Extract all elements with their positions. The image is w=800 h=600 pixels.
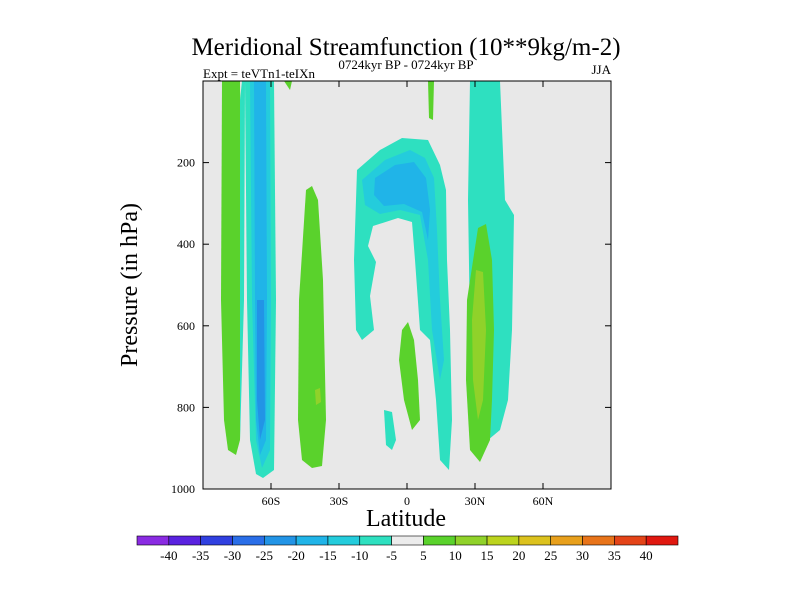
subtitle-right: JJA <box>591 62 611 77</box>
y-axis-label: Pressure (in hPa) <box>117 203 143 367</box>
colorbar-swatch-1 <box>168 535 201 546</box>
contour-darkblue-60S <box>257 300 265 440</box>
contour-green-top <box>284 81 292 90</box>
colorbar-label-1: -35 <box>192 548 209 563</box>
colorbar-swatch-0 <box>136 535 170 546</box>
colorbar-label-12: 25 <box>544 548 557 563</box>
colorbar-label-14: 35 <box>608 548 621 563</box>
x-tick-label-4: 60N <box>533 494 554 508</box>
contour-lightgreen-40S <box>315 388 321 405</box>
colorbar-swatch-4 <box>263 535 297 546</box>
colorbar-label-8: 5 <box>420 548 427 563</box>
colorbar-label-9: 10 <box>449 548 462 563</box>
y-tick-label-3: 800 <box>177 400 195 414</box>
colorbar-swatch-7 <box>359 535 392 546</box>
colorbar-swatch-12 <box>518 535 552 546</box>
x-tick-label-3: 30N <box>465 494 486 508</box>
colorbar-label-0: -40 <box>160 548 177 563</box>
colorbar-swatch-8 <box>391 535 424 546</box>
colorbar-label-15: 40 <box>640 548 653 563</box>
x-tick-label-0: 60S <box>262 494 281 508</box>
chart-title: Meridional Streamfunction (10**9kg/m-2) <box>191 34 620 61</box>
colorbar-label-7: -5 <box>386 548 397 563</box>
colorbar-swatch-16 <box>645 535 679 546</box>
colorbar-label-10: 15 <box>481 548 494 563</box>
y-tick-label-4: 1000 <box>171 482 195 496</box>
colorbar-label-4: -20 <box>287 548 304 563</box>
plot-area <box>202 80 612 490</box>
y-tick-label-0: 200 <box>177 156 195 170</box>
colorbar-swatch-9 <box>423 535 456 546</box>
contour-cyan-lowlevel <box>384 410 396 450</box>
colorbar-label-2: -30 <box>224 548 241 563</box>
colorbar-swatch-15 <box>614 535 647 546</box>
colorbar-label-13: 30 <box>576 548 589 563</box>
colorbar-swatch-13 <box>550 535 583 546</box>
colorbar-label-11: 20 <box>512 548 525 563</box>
x-tick-label-1: 30S <box>330 494 349 508</box>
y-tick-label-2: 600 <box>177 319 195 333</box>
colorbar-swatch-2 <box>200 535 233 546</box>
contour-green-10N-top <box>428 81 434 120</box>
colorbar-label-3: -25 <box>256 548 273 563</box>
x-axis-label: Latitude <box>366 506 446 532</box>
colorbar-swatch-6 <box>327 535 361 546</box>
contour-blue-equator <box>374 162 430 240</box>
subtitle-left: Expt = teVTn1-teIXn <box>203 66 316 81</box>
colorbar: -40 -35 -30 -25 -20 -15 -10 -5 5 10 15 20 25 30 35 40 <box>136 535 679 563</box>
colorbar-swatch-10 <box>454 535 488 546</box>
contour-lightgreen-30N <box>472 270 486 420</box>
colorbar-swatch-11 <box>486 535 520 546</box>
y-tick-label-1: 400 <box>177 237 195 251</box>
contour-green-80S <box>221 81 242 455</box>
axis-ticks: 60S 30S 0 30N 60N 200 400 600 800 1000 <box>171 81 611 508</box>
subtitle-center: 0724kyr BP - 0724kyr BP <box>338 57 473 72</box>
contour-fills <box>221 81 514 478</box>
contour-green-5N <box>399 322 420 430</box>
colorbar-swatch-14 <box>582 535 615 546</box>
contour-cyan-80S-tail <box>240 81 245 440</box>
x-tick-label-2: 0 <box>404 494 410 508</box>
colorbar-swatch-3 <box>232 535 265 546</box>
colorbar-label-6: -10 <box>351 548 368 563</box>
colorbar-swatch-5 <box>295 535 329 546</box>
colorbar-label-5: -15 <box>319 548 336 563</box>
